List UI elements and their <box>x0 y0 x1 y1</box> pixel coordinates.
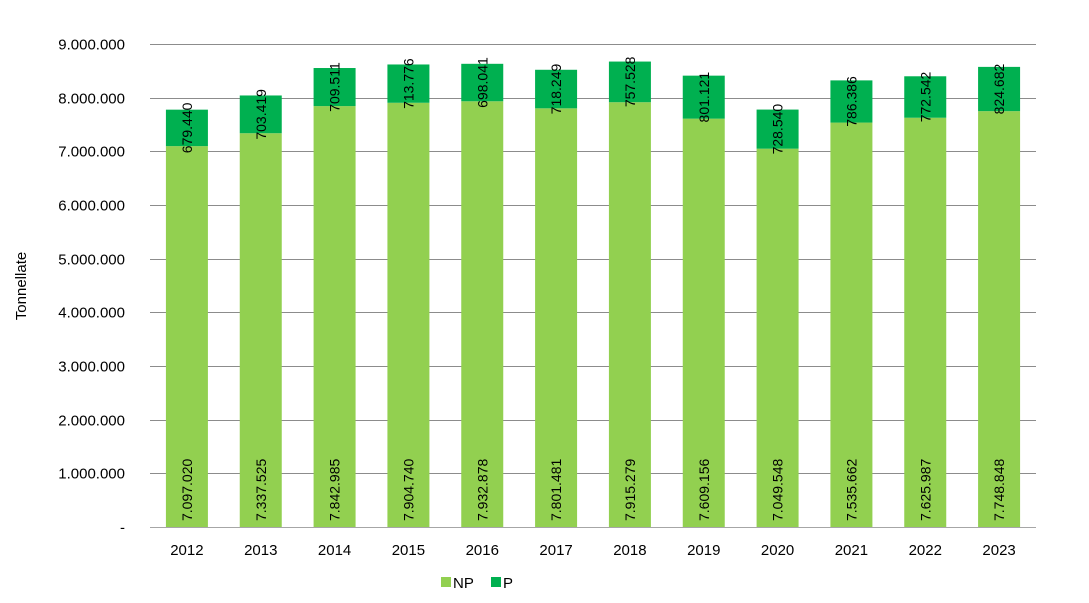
bar-p <box>461 63 504 102</box>
y-tick-label: 9.000.000 <box>58 37 125 54</box>
bar-p <box>830 80 873 123</box>
data-label: 728.540 <box>770 104 786 155</box>
data-label: 7.049.548 <box>770 459 786 521</box>
bar-np <box>313 106 356 527</box>
bar-p <box>682 75 725 119</box>
bar-p <box>608 61 651 103</box>
data-label: 757.528 <box>622 56 638 107</box>
bar-p <box>313 68 356 107</box>
data-label: 7.932.878 <box>474 459 490 521</box>
x-tick-label: 2014 <box>318 542 351 559</box>
bar-p <box>239 95 282 134</box>
y-axis-ticks: - 1.000.000 2.000.000 3.000.000 4.000.000 5.0… <box>58 37 125 537</box>
bar-np <box>461 101 504 527</box>
y-tick-label: 4.000.000 <box>58 305 125 322</box>
bar-np <box>978 111 1021 528</box>
y-axis-label: Tonnellate <box>13 252 30 320</box>
x-tick-label: 2015 <box>392 542 425 559</box>
data-label: 801.121 <box>696 72 712 123</box>
x-tick-label: 2018 <box>613 542 646 559</box>
bar-np <box>165 146 208 527</box>
bar-np <box>756 148 799 527</box>
bar-p <box>535 69 578 109</box>
bar-np <box>682 118 725 527</box>
data-label: 718.249 <box>548 64 564 115</box>
bar-np <box>387 102 430 527</box>
data-label: 7.625.987 <box>917 459 933 521</box>
x-tick-label: 2020 <box>761 542 794 559</box>
data-label: 703.419 <box>253 89 269 140</box>
x-tick-label: 2012 <box>170 542 203 559</box>
y-tick-label: 1.000.000 <box>58 466 125 483</box>
data-label: 7.748.848 <box>991 459 1007 521</box>
data-label: 7.097.020 <box>179 459 195 521</box>
bar-p <box>978 66 1021 112</box>
data-label: 7.535.662 <box>843 459 859 521</box>
bar-np <box>535 108 578 527</box>
data-label: 679.440 <box>179 102 195 153</box>
data-label: 7.337.525 <box>253 459 269 521</box>
x-tick-label: 2019 <box>687 542 720 559</box>
y-tick-label: 6.000.000 <box>58 198 125 215</box>
data-label: 7.915.279 <box>622 459 638 521</box>
x-axis-ticks: 2012 2013 2014 2015 2016 2017 2018 2019 2020 2021… <box>170 542 1016 559</box>
data-label: 7.609.156 <box>696 459 712 521</box>
bar-np <box>830 122 873 528</box>
data-label: 698.041 <box>474 57 490 108</box>
x-tick-label: 2022 <box>909 542 942 559</box>
data-label: 772.542 <box>917 71 933 122</box>
bar-p <box>904 76 947 118</box>
bar-p <box>387 64 430 103</box>
y-tick-label: 7.000.000 <box>58 144 125 161</box>
bar-np <box>904 117 947 527</box>
x-tick-label: 2016 <box>466 542 499 559</box>
data-label: 824.682 <box>991 64 1007 115</box>
bar-p <box>756 109 799 149</box>
y-tick-label: 5.000.000 <box>58 252 125 269</box>
x-tick-label: 2013 <box>244 542 277 559</box>
legend-label: NP <box>453 575 474 592</box>
y-tick-label: 2.000.000 <box>58 413 125 430</box>
x-tick-label: 2021 <box>835 542 868 559</box>
data-label: 7.904.740 <box>400 459 416 521</box>
legend-swatch-np <box>441 577 451 587</box>
data-label: 709.511 <box>327 62 343 112</box>
legend-swatch-p <box>491 577 501 587</box>
bars: 7.097.020 679.440 7.337.525 703.419 7.842.98… <box>165 56 1021 528</box>
legend-label: P <box>503 575 513 592</box>
x-tick-label: 2023 <box>982 542 1015 559</box>
bar-np <box>239 133 282 528</box>
data-label: 7.801.481 <box>548 459 564 521</box>
bar-np <box>608 102 651 527</box>
data-label: 786.386 <box>843 76 859 127</box>
x-tick-label: 2017 <box>539 542 572 559</box>
legend: NP P <box>441 575 513 592</box>
y-tick-label: 3.000.000 <box>58 359 125 376</box>
y-tick-label: 8.000.000 <box>58 91 125 108</box>
data-label: 7.842.985 <box>327 459 343 521</box>
bar-p <box>165 109 208 147</box>
data-label: 713.776 <box>400 58 416 109</box>
gridlines <box>150 44 1036 528</box>
y-tick-label: - <box>120 520 125 537</box>
